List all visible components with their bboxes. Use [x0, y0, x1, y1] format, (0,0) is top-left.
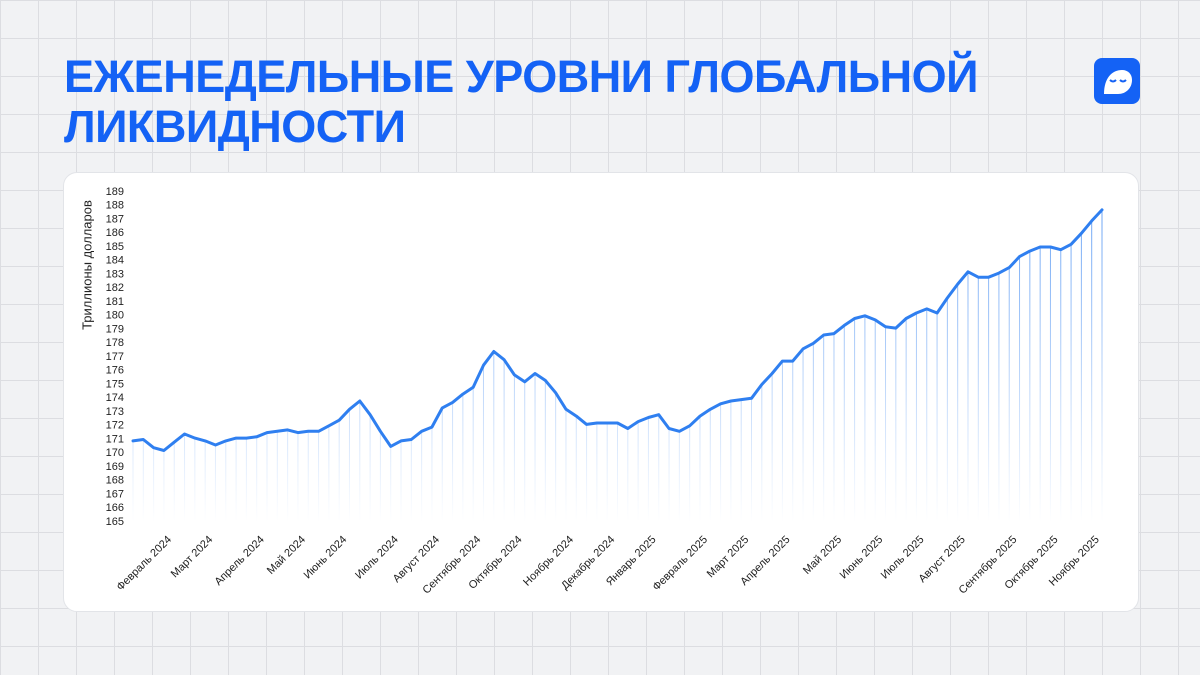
chart-panel	[63, 172, 1139, 612]
y-tick-label: 184	[106, 255, 124, 267]
x-tick-label: Февраль 2025	[651, 534, 711, 594]
y-tick-label: 174	[106, 392, 124, 404]
logo	[1094, 58, 1140, 104]
y-tick-label: 169	[106, 461, 124, 473]
y-tick-label: 180	[106, 310, 124, 322]
y-tick-label: 178	[106, 337, 124, 349]
x-tick-label: Апрель 2024	[213, 534, 267, 588]
y-tick-label: 165	[106, 516, 124, 528]
y-tick-label: 166	[106, 502, 124, 514]
data-line	[131, 208, 1104, 452]
y-tick-label: 187	[106, 213, 124, 225]
x-tick-label: Июнь 2025	[838, 534, 886, 582]
x-tick-label: Июнь 2024	[302, 534, 350, 582]
y-tick-label: 172	[106, 420, 124, 432]
y-tick-label: 179	[106, 323, 124, 335]
y-tick-label: 186	[106, 227, 124, 239]
title-line: ЕЖЕНЕДЕЛЬНЫЕ УРОВНИ ГЛОБАЛЬНОЙ	[64, 51, 978, 102]
y-tick-label: 188	[106, 200, 124, 212]
y-tick-label: 183	[106, 268, 124, 280]
x-tick-label: Май 2025	[801, 534, 844, 577]
x-tick-label: Февраль 2024	[115, 534, 175, 594]
title-line: ЛИКВИДНОСТИ	[64, 101, 406, 152]
y-tick-label: 181	[106, 296, 124, 308]
y-tick-label: 170	[106, 447, 124, 459]
y-tick-label: 171	[106, 433, 124, 445]
x-tick-label: Май 2024	[265, 534, 308, 577]
y-tick-label: 167	[106, 488, 124, 500]
y-axis-label: Триллионы долларов	[79, 200, 94, 330]
y-tick-label: 173	[106, 406, 124, 418]
title: ЕЖЕНЕДЕЛЬНЫЕ УРОВНИ ГЛОБАЛЬНОЙ ЛИКВИДНОС…	[64, 52, 978, 152]
y-tick-label: 175	[106, 378, 124, 390]
y-tick-label: 176	[106, 365, 124, 377]
x-tick-label: Март 2024	[169, 534, 216, 581]
y-tick-label: 189	[106, 186, 124, 198]
y-tick-label: 182	[106, 282, 124, 294]
y-tick-label: 177	[106, 351, 124, 363]
y-tick-label: 185	[106, 241, 124, 253]
y-tick-label: 168	[106, 475, 124, 487]
